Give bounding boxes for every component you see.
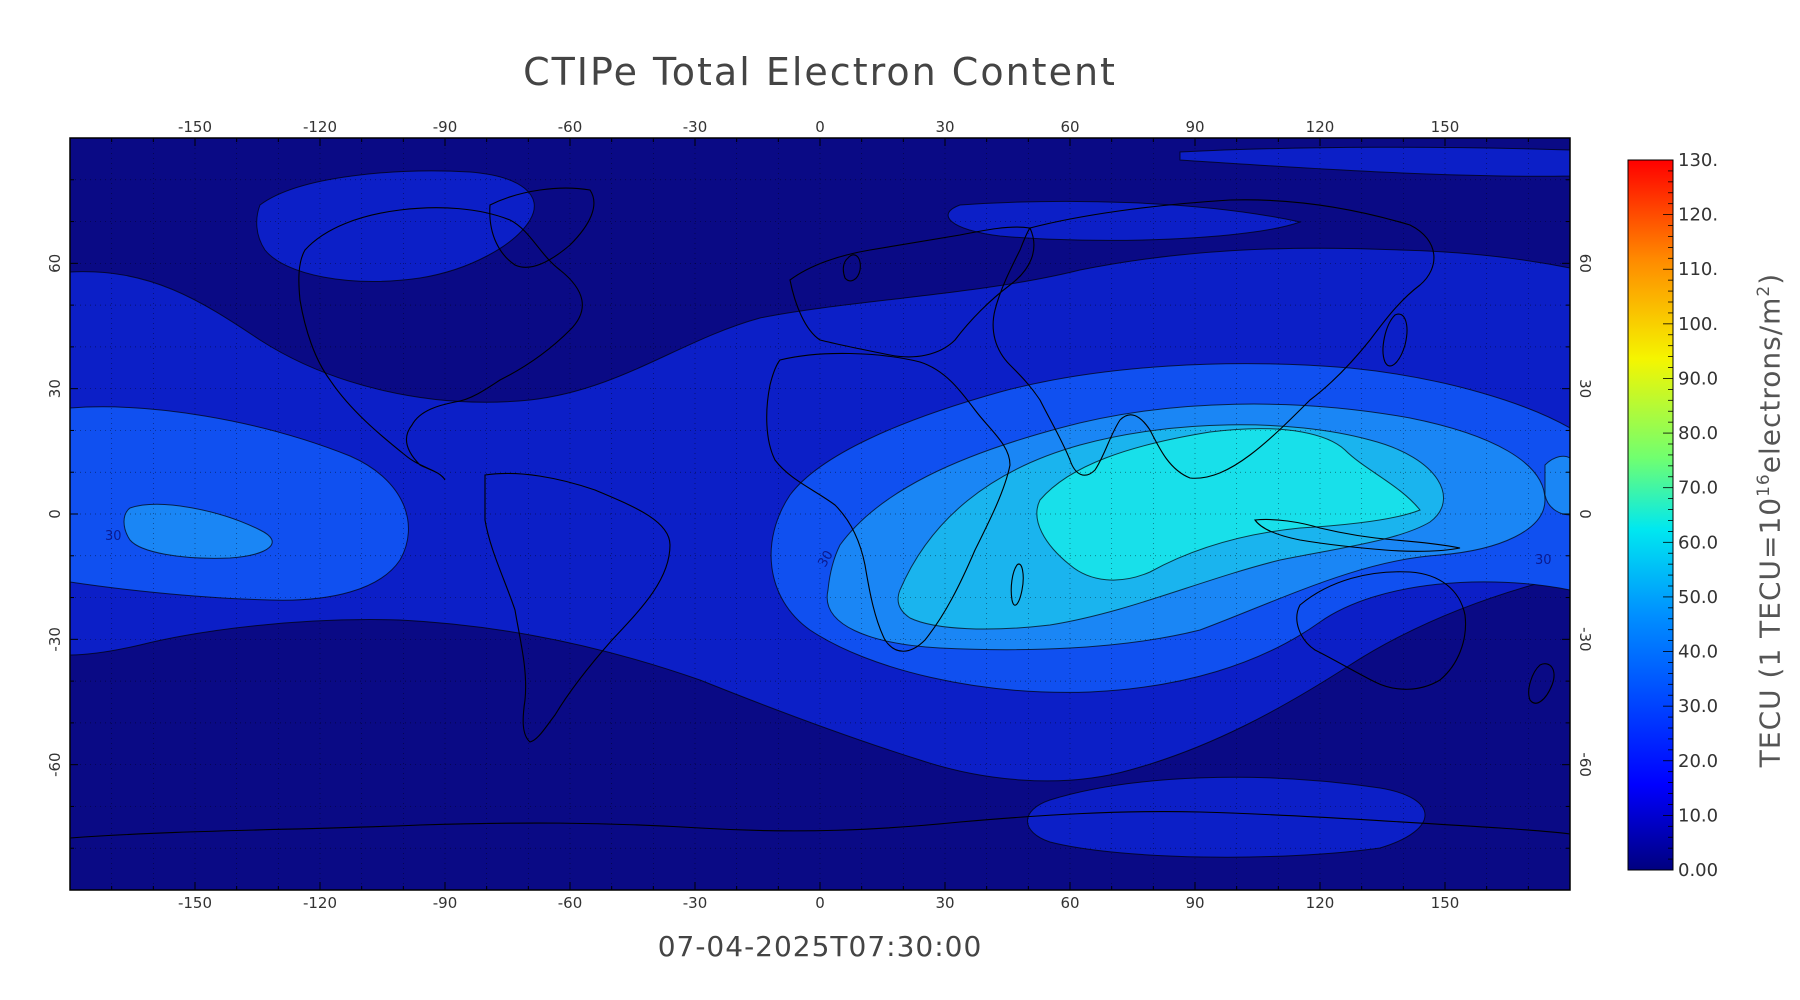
latitude-label-left: 30 (46, 379, 64, 398)
coastline-greenland (489, 187, 595, 268)
longitude-label-bottom: 0 (815, 894, 825, 912)
longitude-label-top: -30 (683, 118, 708, 136)
coastline-madagascar (1010, 563, 1024, 606)
longitude-label-top: -90 (433, 118, 458, 136)
tec-contour-10-20-antarctic (1027, 776, 1426, 858)
latitude-label-right: 60 (1576, 254, 1594, 273)
coastline-asia (992, 199, 1435, 479)
colorbar-label: 90.0 (1678, 368, 1718, 389)
colorbar-label: 100. (1678, 314, 1718, 335)
colorbar-label: 70.0 (1678, 478, 1718, 499)
colorbar-label: 0.00 (1678, 860, 1718, 881)
longitude-label-top: 90 (1185, 118, 1204, 136)
colorbar-title-close: ) (1753, 272, 1787, 285)
longitude-label-bottom: 90 (1185, 894, 1204, 912)
colorbar-label: 40.0 (1678, 642, 1718, 663)
longitude-label-bottom: 30 (935, 894, 954, 912)
colorbar-title-main: TECU (1 TECU=10 (1753, 496, 1787, 768)
tec-contour-10-20-arctic-west (256, 170, 535, 282)
tec-contour-10-20-arctic-east (947, 200, 1302, 241)
map-title: CTIPe Total Electron Content (523, 50, 1117, 94)
colorbar-title: TECU (1 TECU=1016electrons/m2) (1754, 273, 1787, 767)
colorbar-label: 110. (1678, 259, 1718, 280)
coastline-japan (1382, 313, 1408, 367)
tec-contour-10-20-north-strip (1179, 146, 1570, 177)
tec-contour-30-40-west (123, 503, 273, 559)
map-axes: -150-150-120-120-90-90-60-60-30-30003030… (46, 118, 1594, 912)
coastline-north-america (298, 207, 583, 481)
longitude-label-top: 120 (1306, 118, 1335, 136)
contour-label-east: 30 (1535, 553, 1552, 568)
colorbar-title-exponent: 16 (1754, 473, 1775, 497)
latitude-label-right: 30 (1576, 379, 1594, 398)
contour-label-west: 30 (105, 529, 122, 544)
map-area: 30 30 30 (69, 137, 1571, 891)
longitude-label-top: -60 (558, 118, 583, 136)
colorbar-label: 10.0 (1678, 805, 1718, 826)
colorbar-title-unit: electrons/m (1753, 296, 1787, 474)
latitude-label-left: 60 (46, 254, 64, 273)
longitude-label-top: 60 (1060, 118, 1079, 136)
colorbar-label: 120. (1678, 205, 1718, 226)
coastline-british-isles (842, 254, 861, 282)
coastline-europe (789, 226, 1035, 358)
longitude-label-top: 0 (815, 118, 825, 136)
latitude-label-right: -60 (1576, 752, 1594, 777)
longitude-label-bottom: -150 (178, 894, 212, 912)
tec-contour-fills (70, 146, 1570, 858)
longitude-label-bottom: 150 (1431, 894, 1460, 912)
longitude-label-bottom: 60 (1060, 894, 1079, 912)
colorbar-label: 20.0 (1678, 751, 1718, 772)
graticule (70, 138, 1570, 890)
map-timestamp: 07-04-2025T07:30:00 (657, 930, 983, 963)
longitude-label-top: 30 (935, 118, 954, 136)
longitude-label-bottom: -120 (303, 894, 337, 912)
coastline-south-america (484, 472, 671, 743)
latitude-label-left: -30 (46, 627, 64, 652)
longitude-label-bottom: -30 (683, 894, 708, 912)
tec-contour-50-60 (1036, 428, 1421, 581)
longitude-label-bottom: -60 (558, 894, 583, 912)
colorbar-label: 30.0 (1678, 696, 1718, 717)
colorbar-gradient (1627, 159, 1674, 871)
coastline-africa (766, 352, 1011, 652)
longitude-label-top: -150 (178, 118, 212, 136)
longitude-label-top: -120 (303, 118, 337, 136)
longitude-label-bottom: -90 (433, 894, 458, 912)
colorbar-label: 130. (1678, 150, 1718, 171)
coastline-australia (1296, 571, 1467, 690)
colorbar-title-unit-exponent: 2 (1754, 284, 1775, 297)
longitude-label-top: 150 (1431, 118, 1460, 136)
colorbar-label: 50.0 (1678, 587, 1718, 608)
tec-contour-30-40-east-edge (1544, 455, 1570, 516)
latitude-label-left: -60 (46, 752, 64, 777)
colorbar-label: 60.0 (1678, 532, 1718, 553)
coastline-antarctica (70, 811, 1570, 839)
latitude-label-right: -30 (1576, 627, 1594, 652)
latitude-label-left: 0 (46, 509, 64, 519)
coastlines (70, 187, 1570, 839)
colorbar-label: 80.0 (1678, 423, 1718, 444)
colorbar-ticks: 0.00 10.0 20.0 30.0 40.0 50.0 60.0 70.0 80.0 90.0… (1663, 150, 1718, 881)
colorbar: 0.00 10.0 20.0 30.0 40.0 50.0 60.0 70.0 80.0 90.0… (1627, 150, 1718, 881)
longitude-label-bottom: 120 (1306, 894, 1335, 912)
latitude-label-right: 0 (1576, 509, 1594, 519)
contour-label-africa: 30 (815, 548, 836, 570)
